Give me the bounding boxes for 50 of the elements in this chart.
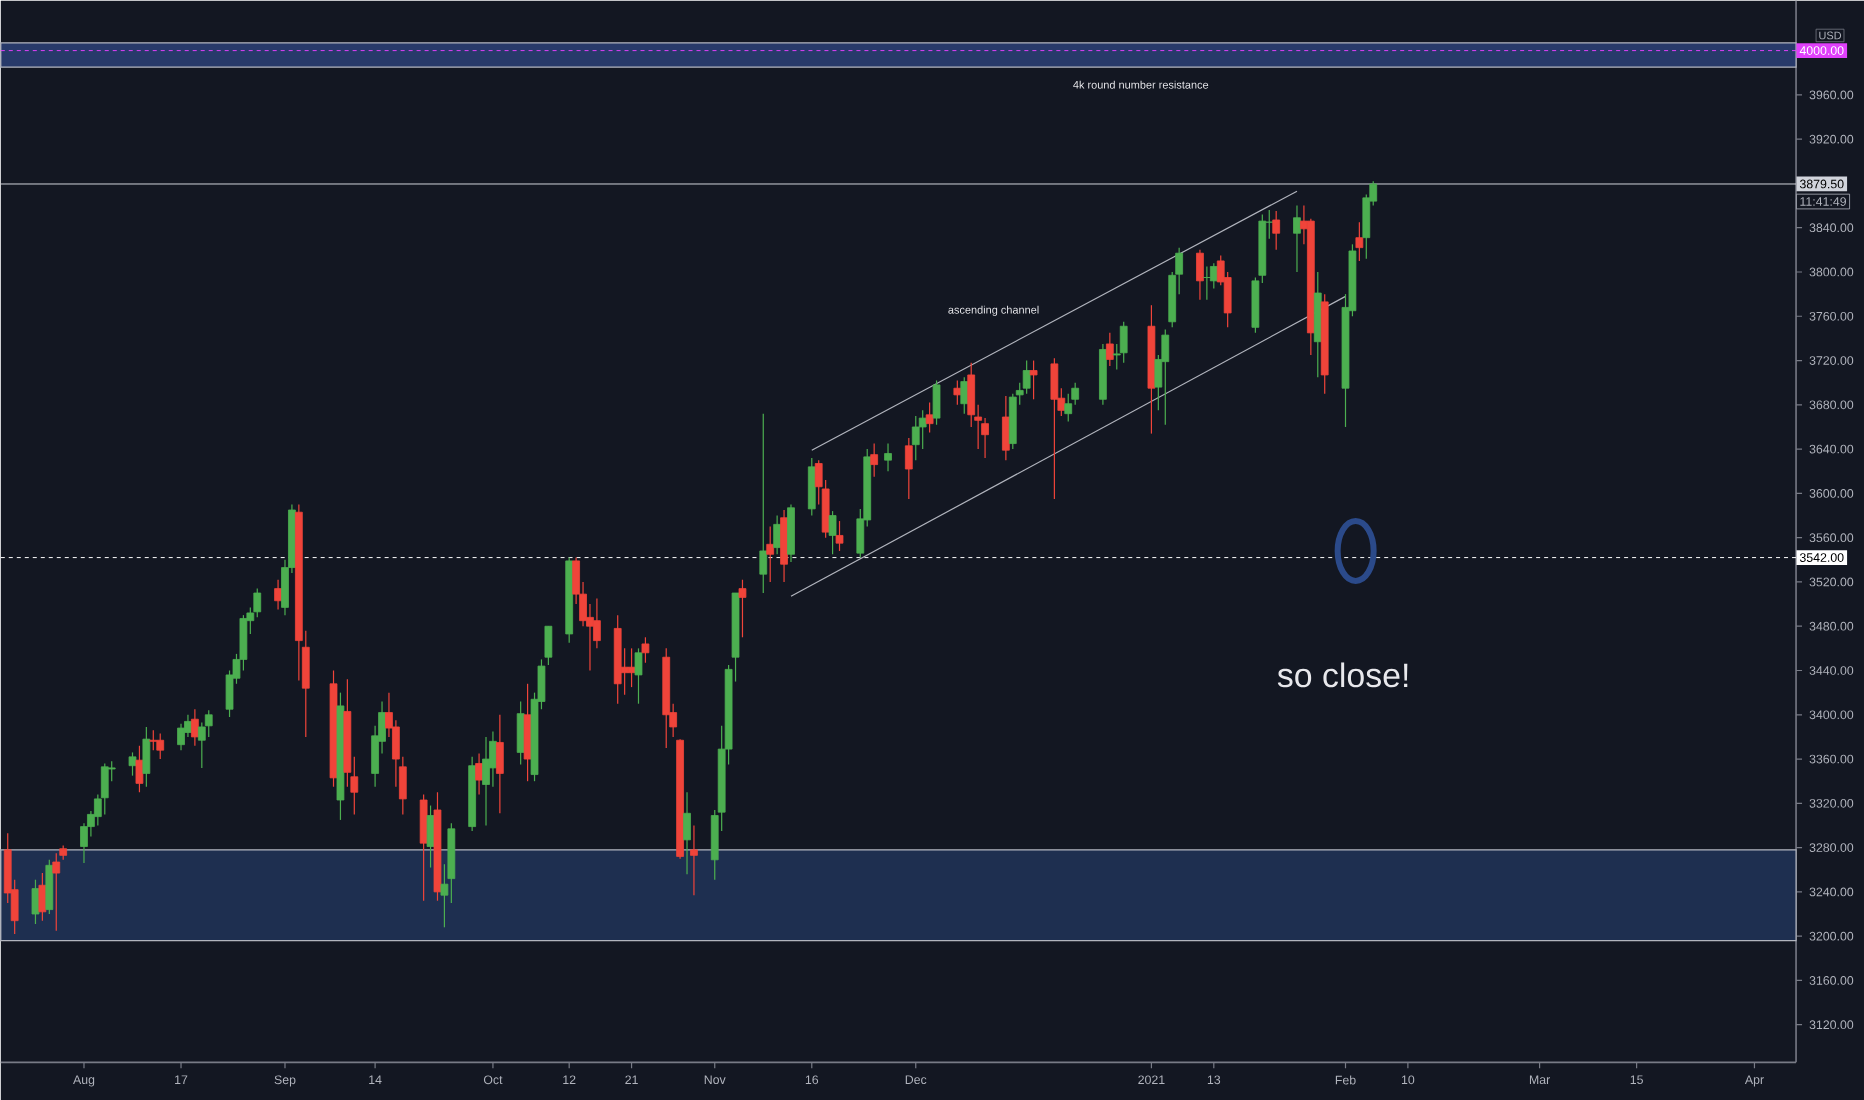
candlestick — [52, 852, 61, 932]
candlestick — [135, 745, 144, 793]
candlestick — [1050, 357, 1059, 500]
candlestick — [925, 401, 934, 433]
candlestick — [911, 415, 920, 461]
candlestick — [953, 379, 962, 406]
candlestick — [738, 578, 747, 638]
candlestick — [683, 791, 691, 875]
candlestick — [496, 714, 504, 814]
candlestick — [156, 732, 165, 760]
candlestick — [31, 878, 40, 925]
candlestick — [38, 872, 47, 922]
candlestick — [1119, 321, 1128, 364]
candlestick — [1355, 221, 1364, 262]
candlestick — [475, 752, 483, 795]
candlestick — [835, 520, 844, 552]
candlestick — [773, 514, 781, 555]
candlestick — [759, 412, 768, 594]
candlestick — [1029, 359, 1038, 400]
candlestick — [191, 708, 199, 747]
candlestick — [128, 751, 137, 777]
candlestick — [149, 729, 158, 751]
candlestick — [523, 683, 532, 782]
candlestick — [787, 503, 795, 563]
candlestick — [177, 722, 185, 751]
candlestick — [1196, 249, 1204, 301]
candlestick — [807, 457, 816, 516]
candlestick — [482, 736, 490, 826]
candlestick — [884, 442, 892, 472]
candlestick — [766, 525, 775, 583]
candlestick — [274, 578, 282, 611]
candlestick — [1272, 210, 1281, 251]
candlestick — [45, 859, 54, 915]
candlestick — [904, 437, 913, 500]
candlestick — [960, 376, 969, 415]
candlestick — [828, 510, 837, 555]
candlestick — [870, 442, 879, 478]
annotation: so close! — [1277, 662, 1408, 688]
candlestick — [641, 636, 650, 664]
candlestick — [1293, 204, 1301, 273]
candlestick — [1002, 395, 1010, 461]
candlestick — [690, 824, 698, 896]
candlestick — [426, 804, 435, 868]
candlestick — [142, 726, 151, 788]
candlestick — [634, 647, 643, 705]
candlestick — [544, 625, 553, 666]
candlestick — [1161, 328, 1170, 426]
candlestick — [932, 379, 941, 426]
candlestick — [1105, 332, 1114, 367]
candlestick — [780, 509, 788, 583]
